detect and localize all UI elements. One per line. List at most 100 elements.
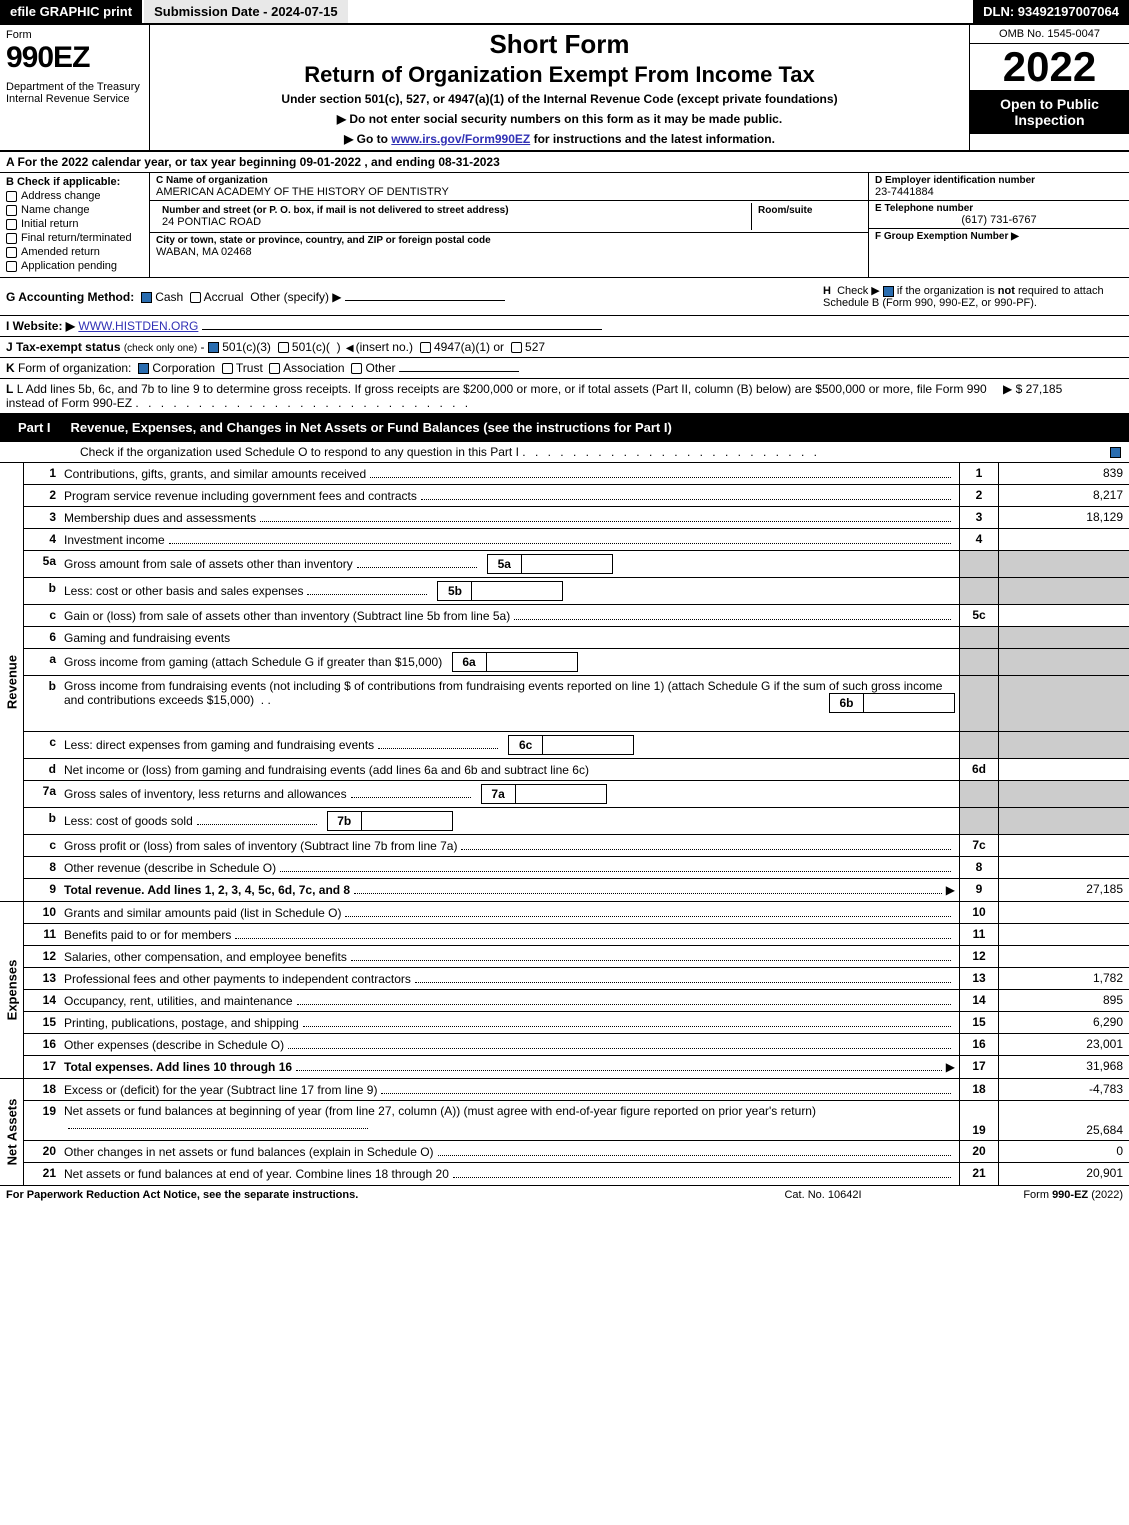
val-15: 6,290 (999, 1012, 1129, 1033)
paperwork-notice: For Paperwork Reduction Act Notice, see … (6, 1189, 723, 1201)
row-k: K Form of organization: Corporation Trus… (0, 358, 1129, 379)
chk-trust-icon[interactable] (222, 363, 233, 374)
street-value: 24 PONTIAC ROAD (162, 216, 745, 228)
header-right: OMB No. 1545-0047 2022 Open to Public In… (969, 25, 1129, 150)
netassets-vlabel: Net Assets (0, 1079, 24, 1185)
street-label: Number and street (or P. O. box, if mail… (162, 205, 745, 216)
header-center: Short Form Return of Organization Exempt… (150, 25, 969, 150)
row-a-tax-year: A For the 2022 calendar year, or tax yea… (0, 152, 1129, 173)
val-12 (999, 946, 1129, 967)
ein-value: 23-7441884 (875, 186, 1123, 198)
line-6c: cLess: direct expenses from gaming and f… (24, 732, 1129, 759)
arrow-icon: ▶ (946, 883, 955, 897)
checkbox-h-icon[interactable] (883, 286, 894, 297)
part1-header: Part I Revenue, Expenses, and Changes in… (0, 414, 1129, 442)
checkbox-icon[interactable] (6, 247, 17, 258)
line-21: 21Net assets or fund balances at end of … (24, 1163, 1129, 1185)
line-9: 9Total revenue. Add lines 1, 2, 3, 4, 5c… (24, 879, 1129, 901)
checkbox-icon[interactable] (6, 219, 17, 230)
val-2: 8,217 (999, 485, 1129, 506)
website-underline (202, 329, 602, 330)
val-13: 1,782 (999, 968, 1129, 989)
revenue-vlabel: Revenue (0, 463, 24, 901)
form-number: 990EZ (6, 41, 143, 75)
goto-pre: ▶ Go to (344, 132, 391, 146)
city-block: City or town, state or province, country… (150, 233, 868, 260)
row-a-text: A For the 2022 calendar year, or tax yea… (6, 155, 500, 169)
subtitle: Under section 501(c), 527, or 4947(a)(1)… (158, 92, 961, 106)
website-link[interactable]: WWW.HISTDEN.ORG (78, 319, 198, 333)
goto-post: for instructions and the latest informat… (530, 132, 775, 146)
val-9: 27,185 (999, 879, 1129, 901)
chk-final-return: Final return/terminated (6, 232, 143, 244)
chk-initial-return: Initial return (6, 218, 143, 230)
line-3: 3Membership dues and assessments318,129 (24, 507, 1129, 529)
ssn-warning: ▶ Do not enter social security numbers o… (158, 112, 961, 126)
topbar-spacer (350, 0, 974, 23)
topbar: efile GRAPHIC print Submission Date - 20… (0, 0, 1129, 25)
chk-address-change: Address change (6, 190, 143, 202)
chk-501c-icon[interactable] (278, 342, 289, 353)
val-4 (999, 529, 1129, 550)
checkbox-icon[interactable] (6, 205, 17, 216)
chk-assoc-icon[interactable] (269, 363, 280, 374)
checkbox-cash-icon[interactable] (141, 292, 152, 303)
accounting-label: G Accounting Method: (6, 290, 134, 304)
accrual-label: Accrual (204, 290, 244, 304)
city-value: WABAN, MA 02468 (156, 246, 862, 258)
line-4: 4Investment income4 (24, 529, 1129, 551)
line-1: 1Contributions, gifts, grants, and simil… (24, 463, 1129, 485)
val-16: 23,001 (999, 1034, 1129, 1055)
org-name: AMERICAN ACADEMY OF THE HISTORY OF DENTI… (156, 186, 862, 198)
header-left: Form 990EZ Department of the Treasury In… (0, 25, 150, 150)
checkbox-icon[interactable] (6, 191, 17, 202)
irs-link[interactable]: www.irs.gov/Form990EZ (391, 132, 530, 146)
section-d: D Employer identification number 23-7441… (869, 173, 1129, 201)
row-i: I Website: ▶ WWW.HISTDEN.ORG (0, 316, 1129, 337)
chk-corp-icon[interactable] (138, 363, 149, 374)
cash-label: Cash (155, 290, 183, 304)
expenses-lines: 10Grants and similar amounts paid (list … (24, 902, 1129, 1078)
line-5c: cGain or (loss) from sale of assets othe… (24, 605, 1129, 627)
line-17: 17Total expenses. Add lines 10 through 1… (24, 1056, 1129, 1078)
chk-527-icon[interactable] (511, 342, 522, 353)
part1-check-text: Check if the organization used Schedule … (80, 445, 1101, 459)
revenue-lines: 1Contributions, gifts, grants, and simil… (24, 463, 1129, 901)
line-12: 12Salaries, other compensation, and empl… (24, 946, 1129, 968)
expenses-block: Expenses 10Grants and similar amounts pa… (0, 902, 1129, 1079)
chk-label: Amended return (21, 246, 100, 258)
form-header: Form 990EZ Department of the Treasury In… (0, 25, 1129, 152)
chk-501c3-icon[interactable] (208, 342, 219, 353)
chk-4947-icon[interactable] (420, 342, 431, 353)
line-20: 20Other changes in net assets or fund ba… (24, 1141, 1129, 1163)
chk-label: Final return/terminated (21, 232, 132, 244)
val-1: 839 (999, 463, 1129, 484)
netassets-block: Net Assets 18Excess or (deficit) for the… (0, 1079, 1129, 1186)
chk-other-icon[interactable] (351, 363, 362, 374)
line-14: 14Occupancy, rent, utilities, and mainte… (24, 990, 1129, 1012)
line-5b: bLess: cost or other basis and sales exp… (24, 578, 1129, 605)
phone-value: (617) 731-6767 (875, 214, 1123, 226)
netassets-lines: 18Excess or (deficit) for the year (Subt… (24, 1079, 1129, 1185)
checkbox-icon[interactable] (6, 233, 17, 244)
val-7c (999, 835, 1129, 856)
website-label: I Website: ▶ (6, 319, 75, 333)
checkbox-icon[interactable] (6, 261, 17, 272)
main-title: Return of Organization Exempt From Incom… (158, 62, 961, 88)
goto-line: ▶ Go to www.irs.gov/Form990EZ for instru… (158, 132, 961, 146)
val-17: 31,968 (999, 1056, 1129, 1078)
part1-tag: Part I (8, 418, 61, 437)
chk-schedule-o-icon[interactable] (1110, 447, 1121, 458)
line-5a: 5aGross amount from sale of assets other… (24, 551, 1129, 578)
val-18: -4,783 (999, 1079, 1129, 1100)
line-11: 11Benefits paid to or for members11 (24, 924, 1129, 946)
tax-year: 2022 (970, 44, 1129, 90)
dln: DLN: 93492197007064 (973, 0, 1129, 23)
line-2: 2Program service revenue including gover… (24, 485, 1129, 507)
line-15: 15Printing, publications, postage, and s… (24, 1012, 1129, 1034)
line-16: 16Other expenses (describe in Schedule O… (24, 1034, 1129, 1056)
chk-label: Application pending (21, 260, 117, 272)
checkbox-accrual-icon[interactable] (190, 292, 201, 303)
section-e: E Telephone number (617) 731-6767 (869, 201, 1129, 229)
section-c: C Name of organization AMERICAN ACADEMY … (150, 173, 869, 277)
